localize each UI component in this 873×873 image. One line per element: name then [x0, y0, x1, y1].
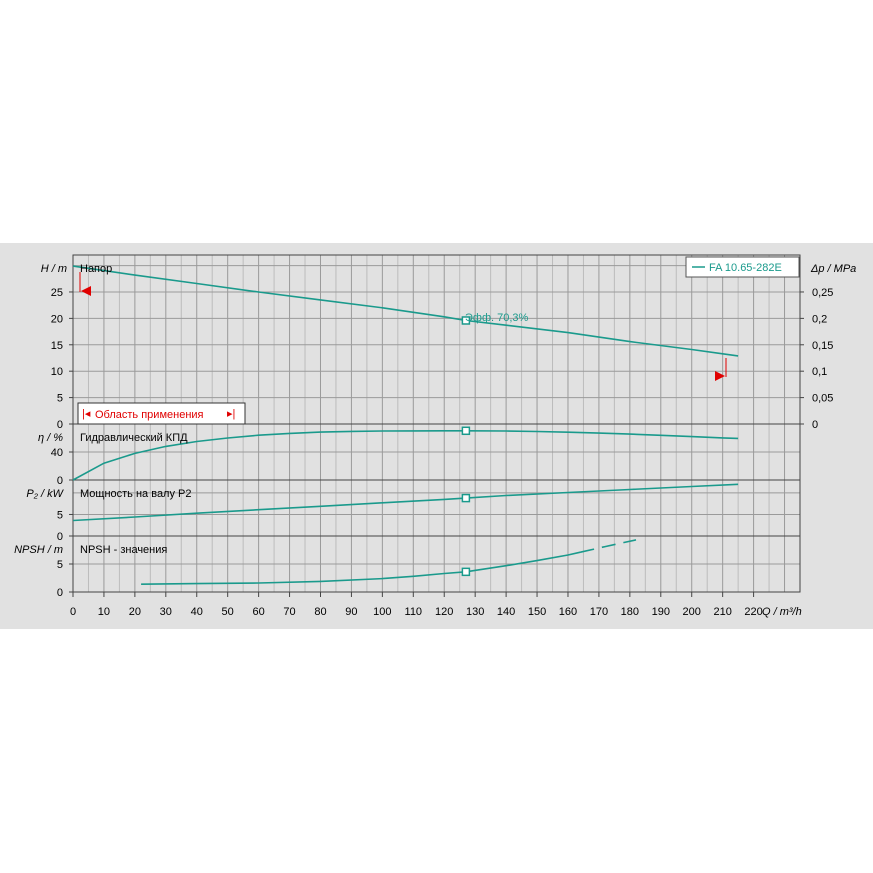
- y-tick-efficiency: 0: [57, 475, 63, 487]
- application-range-box: |◂ Область применения ▸|: [77, 402, 246, 425]
- curve-npsh: [141, 551, 581, 585]
- x-tick-label: 80: [314, 606, 326, 618]
- application-range-label: Область применения: [95, 409, 204, 421]
- legend-box: [685, 256, 800, 278]
- x-tick-label: 20: [129, 606, 141, 618]
- x-tick-label: 200: [683, 606, 701, 618]
- y-tick-power: 0: [57, 531, 63, 543]
- legend-label: FA 10.65-282E: [709, 262, 782, 274]
- y-axis-label-npsh: NPSH / m: [14, 544, 63, 556]
- curve-efficiency: [72, 430, 739, 481]
- operating-point-npsh: [461, 567, 471, 577]
- y-tick-head: 25: [51, 287, 63, 299]
- y-tick-efficiency: 40: [51, 447, 63, 459]
- y2-tick-head: 0,1: [812, 366, 827, 378]
- operating-point-label: Эфф. 70,3%: [465, 312, 529, 324]
- y-tick-npsh: 0: [57, 587, 63, 599]
- operating-point-efficiency: [461, 426, 471, 436]
- x-tick-label: 190: [652, 606, 670, 618]
- panel-title-head: Напор: [80, 263, 112, 275]
- curve-power: [72, 483, 739, 522]
- y-axis-label-power: P₂ / kW: [26, 488, 64, 500]
- y2-tick-head: 0,2: [812, 313, 827, 325]
- x-tick-label: 130: [466, 606, 484, 618]
- y-axis-label-head: H / m: [41, 263, 67, 275]
- x-tick-label: 210: [713, 606, 731, 618]
- x-tick-label: 0: [70, 606, 76, 618]
- x-tick-label: 180: [621, 606, 639, 618]
- x-tick-label: 10: [98, 606, 110, 618]
- x-tick-label: 70: [283, 606, 295, 618]
- y-tick-npsh: 5: [57, 559, 63, 571]
- x-tick-label: 110: [405, 606, 423, 618]
- x-tick-label: 90: [345, 606, 357, 618]
- x-tick-label: 160: [559, 606, 577, 618]
- x-tick-label: 30: [160, 606, 172, 618]
- x-axis-label: Q / m³/h: [762, 606, 802, 618]
- application-range-markers: [79, 272, 727, 381]
- y2-tick-head: 0,15: [812, 340, 833, 352]
- legend: FA 10.65-282E: [685, 256, 800, 278]
- application-range-frame: [77, 402, 246, 425]
- y2-axis-label-head: Δp / MPa: [810, 263, 856, 275]
- y-tick-head: 20: [51, 313, 63, 325]
- x-tick-label: 150: [528, 606, 546, 618]
- range-max-arrow: [715, 371, 725, 381]
- curve-head: [72, 265, 739, 357]
- plot-frame: [72, 254, 801, 593]
- y2-tick-head: 0,25: [812, 287, 833, 299]
- curve-npsh-dashed: [580, 539, 637, 553]
- panel-title-efficiency: Гидравлический КПД: [80, 432, 188, 444]
- application-range-left-mark: |◂: [82, 408, 91, 420]
- application-range-right-mark: ▸|: [227, 408, 235, 420]
- y-tick-head: 10: [51, 366, 63, 378]
- x-tick-label: 100: [373, 606, 391, 618]
- y2-tick-head: 0,05: [812, 393, 833, 405]
- y-tick-head: 0: [57, 419, 63, 431]
- y-tick-head: 15: [51, 340, 63, 352]
- operating-point-power: [461, 493, 471, 503]
- x-tick-label: 50: [222, 606, 234, 618]
- y-tick-power: 5: [57, 509, 63, 521]
- panel-title-npsh: NPSH - значения: [80, 544, 167, 556]
- y-tick-head: 5: [57, 393, 63, 405]
- frame: [69, 254, 804, 597]
- x-tick-label: 60: [252, 606, 264, 618]
- x-tick-label: 170: [590, 606, 608, 618]
- y-axis-label-efficiency: η / %: [38, 432, 63, 444]
- operating-point-head: [461, 316, 471, 325]
- curves: [72, 265, 739, 585]
- panel-title-power: Мощность на валу P2: [80, 488, 192, 500]
- x-tick-label: 220: [744, 606, 762, 618]
- range-min-arrow: [81, 286, 91, 296]
- x-tick-label: 40: [191, 606, 203, 618]
- x-tick-label: 120: [435, 606, 453, 618]
- x-tick-label: 140: [497, 606, 515, 618]
- y2-tick-head: 0: [812, 419, 818, 431]
